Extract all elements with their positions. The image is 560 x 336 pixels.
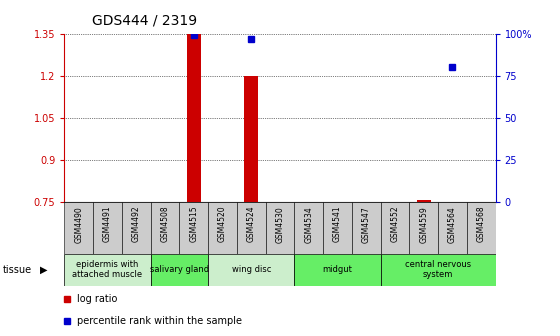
Text: GSM4541: GSM4541	[333, 206, 342, 242]
Bar	[409, 202, 438, 254]
Text: GSM4491: GSM4491	[103, 206, 112, 242]
Bar	[208, 202, 237, 254]
Bar	[265, 202, 295, 254]
Text: GSM4568: GSM4568	[477, 206, 486, 242]
Text: GSM4547: GSM4547	[362, 206, 371, 243]
Bar	[417, 201, 431, 202]
Bar	[295, 202, 323, 254]
Text: GSM4559: GSM4559	[419, 206, 428, 243]
Text: GSM4534: GSM4534	[304, 206, 313, 243]
Text: GSM4508: GSM4508	[161, 206, 170, 242]
Text: GSM4530: GSM4530	[276, 206, 284, 243]
Text: GDS444 / 2319: GDS444 / 2319	[92, 13, 198, 28]
Text: GSM4515: GSM4515	[189, 206, 198, 242]
Text: wing disc: wing disc	[232, 265, 271, 274]
Text: GSM4564: GSM4564	[448, 206, 457, 243]
Bar	[323, 202, 352, 254]
Bar	[381, 202, 409, 254]
Bar	[122, 202, 151, 254]
Bar	[438, 202, 467, 254]
Bar	[381, 254, 496, 286]
Text: GSM4490: GSM4490	[74, 206, 83, 243]
Bar	[186, 34, 201, 202]
Text: midgut: midgut	[323, 265, 352, 274]
Bar	[237, 202, 265, 254]
Bar	[467, 202, 496, 254]
Bar	[151, 202, 179, 254]
Text: log ratio: log ratio	[77, 294, 118, 304]
Bar	[93, 202, 122, 254]
Text: GSM4552: GSM4552	[390, 206, 399, 242]
Bar	[179, 202, 208, 254]
Bar	[295, 254, 381, 286]
Text: GSM4492: GSM4492	[132, 206, 141, 242]
Bar	[352, 202, 381, 254]
Text: percentile rank within the sample: percentile rank within the sample	[77, 316, 242, 326]
Bar	[244, 76, 259, 202]
Text: epidermis with
attached muscle: epidermis with attached muscle	[72, 260, 143, 279]
Text: ▶: ▶	[40, 265, 48, 275]
Text: salivary gland: salivary gland	[150, 265, 209, 274]
Bar	[64, 254, 151, 286]
Text: tissue: tissue	[3, 265, 32, 275]
Text: central nervous
system: central nervous system	[405, 260, 471, 279]
Bar	[64, 202, 93, 254]
Text: GSM4524: GSM4524	[247, 206, 256, 242]
Bar	[151, 254, 208, 286]
Text: GSM4520: GSM4520	[218, 206, 227, 242]
Bar	[208, 254, 295, 286]
